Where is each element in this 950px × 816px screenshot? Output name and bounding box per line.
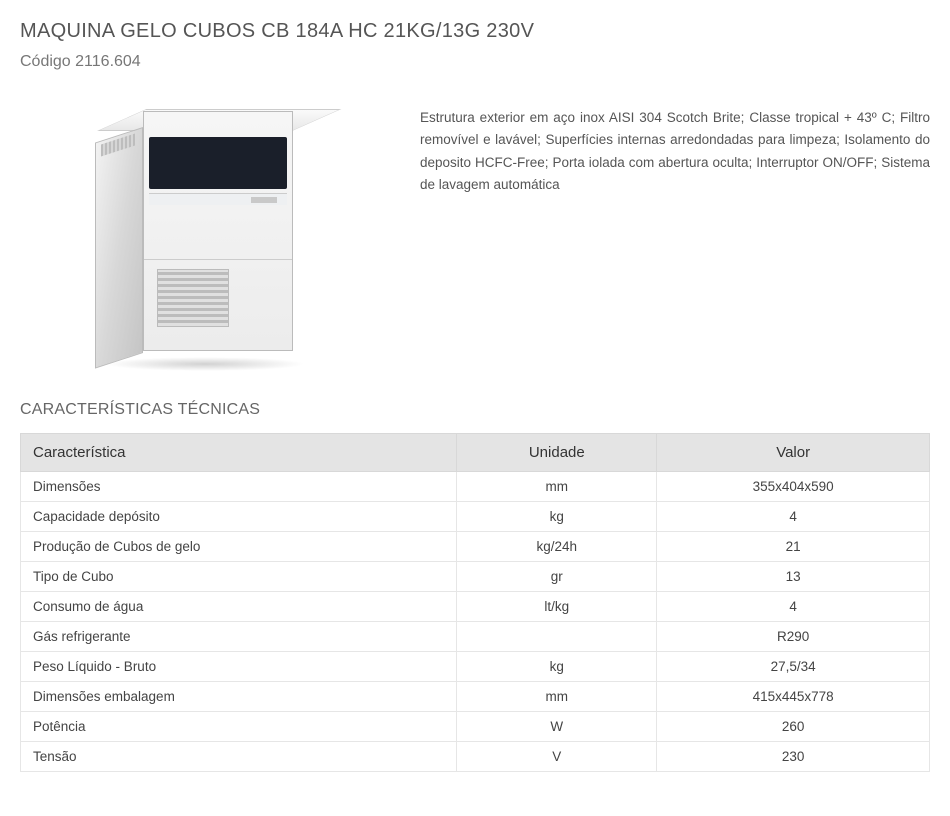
- table-cell: kg: [457, 652, 657, 682]
- table-cell: mm: [457, 682, 657, 712]
- table-row: Dimensões embalagemmm415x445x778: [21, 682, 930, 712]
- table-cell: 27,5/34: [657, 652, 930, 682]
- table-cell: Tensão: [21, 742, 457, 772]
- table-cell: 415x445x778: [657, 682, 930, 712]
- table-cell: 230: [657, 742, 930, 772]
- specs-table: Característica Unidade Valor Dimensõesmm…: [20, 433, 930, 772]
- ice-machine-icon: [95, 111, 305, 361]
- col-caracteristica: Característica: [21, 434, 457, 472]
- product-description: Estrutura exterior em aço inox AISI 304 …: [420, 101, 930, 361]
- table-cell: Potência: [21, 712, 457, 742]
- table-cell: 355x404x590: [657, 472, 930, 502]
- table-cell: Consumo de água: [21, 592, 457, 622]
- table-cell: mm: [457, 472, 657, 502]
- table-cell: V: [457, 742, 657, 772]
- table-cell: 4: [657, 592, 930, 622]
- col-unidade: Unidade: [457, 434, 657, 472]
- table-cell: Produção de Cubos de gelo: [21, 532, 457, 562]
- code-value: 2116.604: [75, 53, 141, 70]
- specs-section-title: CARACTERÍSTICAS TÉCNICAS: [20, 401, 930, 419]
- table-row: Gás refrigerante R290: [21, 622, 930, 652]
- product-image-col: [20, 101, 380, 361]
- table-row: PotênciaW260: [21, 712, 930, 742]
- table-cell: lt/kg: [457, 592, 657, 622]
- table-cell: kg: [457, 502, 657, 532]
- table-cell: kg/24h: [457, 532, 657, 562]
- table-cell: Gás refrigerante: [21, 622, 457, 652]
- table-row: TensãoV230: [21, 742, 930, 772]
- product-code: Código 2116.604: [20, 53, 930, 71]
- table-cell: 13: [657, 562, 930, 592]
- table-cell: 21: [657, 532, 930, 562]
- code-label: Código: [20, 53, 71, 70]
- table-header-row: Característica Unidade Valor: [21, 434, 930, 472]
- table-cell: 4: [657, 502, 930, 532]
- table-cell: Peso Líquido - Bruto: [21, 652, 457, 682]
- table-cell: gr: [457, 562, 657, 592]
- table-cell: Tipo de Cubo: [21, 562, 457, 592]
- table-cell: [457, 622, 657, 652]
- top-row: Estrutura exterior em aço inox AISI 304 …: [20, 101, 930, 361]
- table-cell: W: [457, 712, 657, 742]
- table-row: Capacidade depósitokg4: [21, 502, 930, 532]
- table-row: Tipo de Cubogr13: [21, 562, 930, 592]
- table-row: Peso Líquido - Brutokg27,5/34: [21, 652, 930, 682]
- table-row: Produção de Cubos de gelokg/24h21: [21, 532, 930, 562]
- table-row: Dimensõesmm355x404x590: [21, 472, 930, 502]
- table-cell: Dimensões: [21, 472, 457, 502]
- table-cell: 260: [657, 712, 930, 742]
- table-cell: Dimensões embalagem: [21, 682, 457, 712]
- col-valor: Valor: [657, 434, 930, 472]
- table-cell: R290: [657, 622, 930, 652]
- table-row: Consumo de águalt/kg4: [21, 592, 930, 622]
- product-title: MAQUINA GELO CUBOS CB 184A HC 21KG/13G 2…: [20, 20, 930, 43]
- table-cell: Capacidade depósito: [21, 502, 457, 532]
